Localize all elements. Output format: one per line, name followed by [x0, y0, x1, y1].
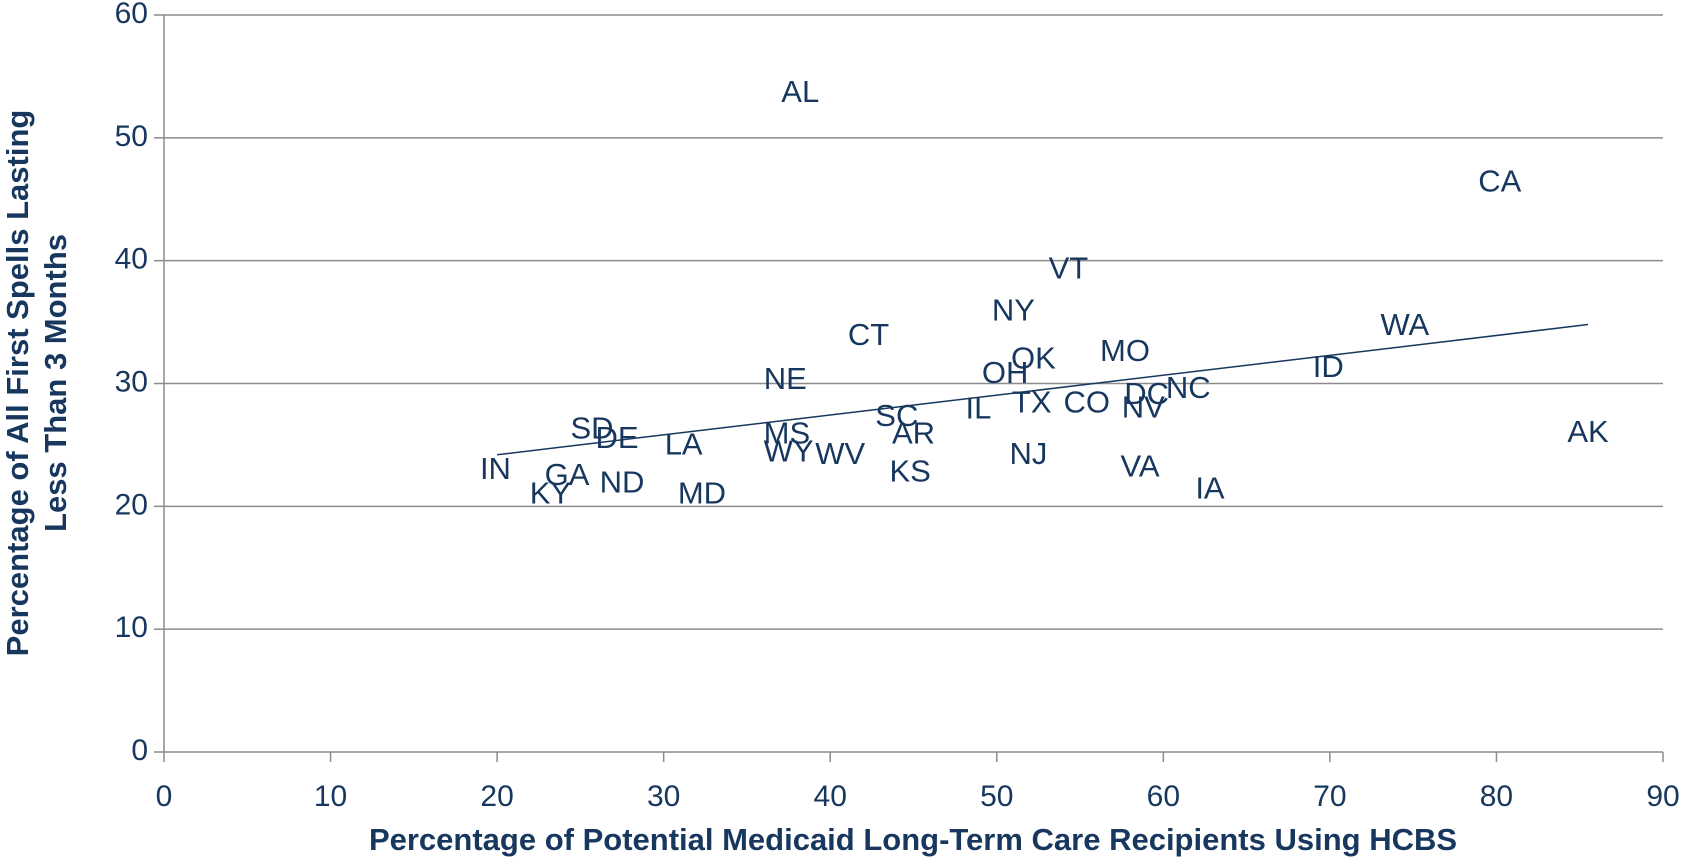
x-tick-label: 40	[814, 780, 847, 813]
x-tick-label: 30	[647, 780, 680, 813]
point-label: WV	[815, 436, 865, 471]
y-tick-label: 60	[115, 0, 148, 30]
point-label: AL	[781, 74, 819, 109]
y-tick-label: 20	[115, 488, 148, 521]
point-label: ND	[600, 464, 645, 499]
x-tick-label: 80	[1480, 780, 1513, 813]
point-label: MD	[678, 475, 726, 510]
y-axis-title-line: Percentage of All First Spells Lasting	[0, 110, 35, 657]
y-tick-label: 10	[115, 611, 148, 644]
x-tick-label: 20	[480, 780, 513, 813]
point-label: DC	[1124, 376, 1169, 411]
point-label: AR	[892, 415, 935, 450]
point-label: KS	[889, 453, 930, 488]
point-label: OK	[1011, 340, 1056, 375]
point-label: MO	[1100, 333, 1150, 368]
point-label: WA	[1380, 307, 1429, 342]
point-label: SC	[875, 398, 918, 433]
y-tick-label: 50	[115, 120, 148, 153]
point-label: NY	[992, 292, 1035, 327]
point-label: CO	[1063, 385, 1110, 420]
point-label: WY	[764, 434, 814, 469]
y-axis-title: Percentage of All First Spells Lasting L…	[0, 110, 73, 657]
y-tick-label: 30	[115, 365, 148, 398]
x-tick-label: 90	[1646, 780, 1679, 813]
point-label: AK	[1567, 414, 1609, 449]
trend-line	[497, 323, 1589, 456]
x-tick-label: 50	[980, 780, 1013, 813]
point-label: CT	[848, 317, 889, 352]
point-label: NC	[1166, 370, 1211, 405]
x-tick-label: 60	[1147, 780, 1180, 813]
point-label: VA	[1120, 448, 1159, 483]
point-label: DE	[595, 420, 638, 455]
y-tick-label: 0	[131, 734, 148, 767]
point-label: SD	[571, 410, 614, 445]
point-label: MS	[764, 415, 811, 450]
x-tick-label: 70	[1313, 780, 1346, 813]
x-axis-title: Percentage of Potential Medicaid Long-Te…	[369, 822, 1457, 857]
point-label: VT	[1049, 251, 1089, 286]
point-label: CA	[1478, 163, 1521, 198]
y-axis-title-line: Less Than 3 Months	[38, 234, 73, 532]
x-tick-label: 10	[314, 780, 347, 813]
point-label: IA	[1195, 471, 1225, 506]
point-label: GA	[545, 457, 590, 492]
point-label: NJ	[1009, 436, 1047, 471]
point-label: NE	[764, 361, 807, 396]
point-label: KY	[530, 475, 571, 510]
x-tick-label: 0	[156, 780, 173, 813]
y-tick-label: 40	[115, 243, 148, 276]
point-label: NV	[1122, 389, 1165, 424]
point-label: IN	[480, 451, 511, 486]
point-label: OH	[982, 355, 1029, 390]
